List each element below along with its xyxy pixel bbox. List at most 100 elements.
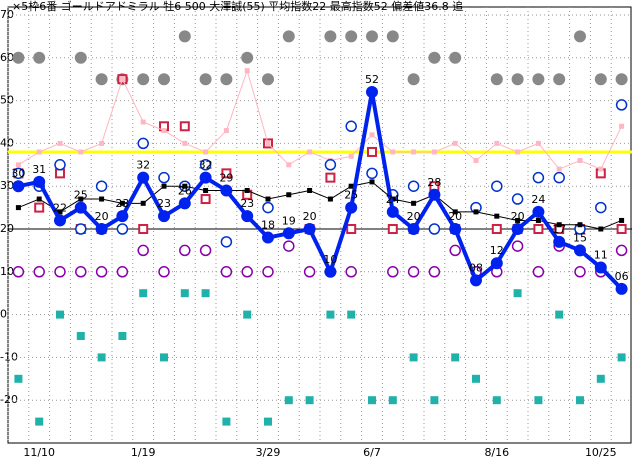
value-label: 32: [199, 159, 213, 172]
point: [491, 180, 503, 192]
point: [307, 187, 313, 193]
point: [262, 201, 274, 214]
point: [244, 187, 250, 193]
point: [511, 73, 524, 86]
point: [348, 153, 354, 159]
value-label: 32: [136, 159, 150, 172]
point: [490, 73, 503, 86]
point: [178, 30, 191, 43]
point: [409, 353, 418, 362]
y-tick-label: 20: [0, 222, 14, 235]
y-tick-label: 30: [0, 179, 14, 192]
point: [34, 202, 45, 213]
point: [119, 76, 125, 82]
point: [137, 244, 149, 257]
y-tick-label: 10: [0, 265, 14, 278]
point: [95, 266, 108, 278]
point: [494, 140, 500, 146]
y-tick-label: 40: [0, 136, 14, 149]
x-tick-label: 8/16: [484, 446, 509, 459]
point: [36, 196, 42, 202]
value-label: 25: [344, 189, 358, 202]
point: [12, 51, 25, 64]
point: [598, 166, 604, 172]
point: [387, 224, 398, 234]
x-tick-label: 10/25: [585, 446, 617, 459]
point: [139, 289, 148, 298]
point: [594, 73, 607, 86]
point: [95, 223, 108, 235]
point: [449, 51, 462, 64]
point: [617, 353, 626, 362]
point: [594, 261, 607, 274]
point: [14, 374, 23, 383]
point: [556, 166, 562, 172]
point: [411, 200, 417, 206]
point: [346, 224, 357, 234]
point: [407, 180, 420, 192]
point: [407, 266, 420, 278]
point: [138, 224, 149, 234]
point: [182, 140, 188, 146]
point: [15, 162, 21, 168]
point: [556, 222, 562, 228]
value-label: 23: [115, 197, 129, 210]
point: [203, 187, 209, 193]
point: [116, 266, 129, 278]
point: [307, 149, 313, 155]
point: [178, 197, 191, 210]
point: [262, 266, 274, 278]
point: [158, 73, 170, 86]
point: [595, 201, 607, 214]
point: [116, 210, 129, 223]
point: [615, 99, 628, 111]
point: [200, 194, 211, 205]
point: [74, 51, 87, 64]
point: [390, 149, 396, 155]
series-line: [18, 181, 622, 230]
point: [118, 332, 127, 340]
point: [366, 167, 378, 180]
point: [494, 213, 500, 219]
point: [535, 140, 541, 146]
point: [615, 73, 628, 86]
value-label: 15: [573, 231, 587, 244]
point: [387, 266, 399, 278]
value-label: 24: [386, 193, 400, 206]
value-label: 06: [615, 270, 629, 283]
point: [452, 140, 458, 146]
point: [324, 265, 337, 278]
x-tick-label: 3/29: [256, 446, 281, 459]
point: [140, 200, 146, 206]
value-label: 52: [365, 73, 379, 86]
point: [491, 224, 502, 234]
value-label: 26: [178, 184, 192, 197]
point: [576, 396, 584, 405]
point: [553, 171, 565, 184]
point: [326, 310, 335, 319]
point: [369, 179, 375, 185]
point: [472, 374, 480, 383]
value-label: 20: [448, 210, 462, 223]
x-tick-label: 6/7: [363, 446, 381, 459]
point: [220, 184, 233, 197]
point: [74, 201, 87, 214]
point: [449, 223, 462, 235]
point: [532, 205, 545, 218]
point: [324, 159, 337, 171]
value-label: 24: [531, 193, 545, 206]
value-label: 30: [11, 167, 25, 180]
value-label: 20: [303, 210, 317, 223]
value-label: 20: [511, 210, 525, 223]
point: [451, 353, 460, 362]
point: [345, 201, 358, 214]
point: [56, 310, 64, 319]
point: [327, 196, 333, 202]
point: [284, 396, 293, 405]
point: [241, 210, 254, 223]
point: [137, 73, 150, 86]
point: [386, 30, 399, 43]
value-label: 18: [261, 219, 275, 232]
point: [75, 223, 87, 235]
